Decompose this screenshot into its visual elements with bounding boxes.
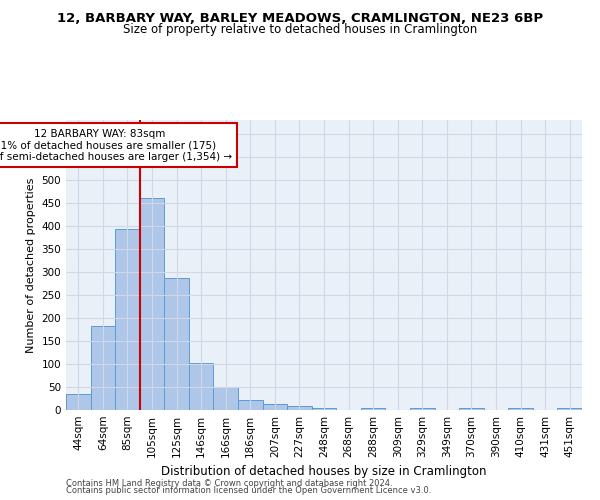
Bar (189, 362, 214, 410)
Bar (459, 408, 484, 410)
Text: 12, BARBARY WAY, BARLEY MEADOWS, CRAMLINGTON, NE23 6BP: 12, BARBARY WAY, BARLEY MEADOWS, CRAMLIN… (57, 12, 543, 26)
Bar (361, 408, 385, 410)
Bar (287, 406, 312, 410)
Y-axis label: Number of detached properties: Number of detached properties (26, 178, 36, 352)
Text: Contains public sector information licensed under the Open Government Licence v3: Contains public sector information licen… (66, 486, 431, 495)
Text: Contains HM Land Registry data © Crown copyright and database right 2024.: Contains HM Land Registry data © Crown c… (66, 478, 392, 488)
Bar (91, 326, 115, 410)
Bar (263, 404, 287, 410)
Bar (140, 198, 164, 410)
Bar (164, 278, 189, 410)
Bar (312, 408, 336, 410)
Text: 12 BARBARY WAY: 83sqm
← 11% of detached houses are smaller (175)
88% of semi-det: 12 BARBARY WAY: 83sqm ← 11% of detached … (0, 128, 232, 162)
Bar (410, 408, 434, 410)
Text: Size of property relative to detached houses in Cramlington: Size of property relative to detached ho… (123, 22, 477, 36)
Bar (214, 388, 238, 410)
X-axis label: Distribution of detached houses by size in Cramlington: Distribution of detached houses by size … (161, 466, 487, 478)
Bar (115, 229, 140, 410)
Bar (66, 394, 91, 410)
Bar (508, 408, 533, 410)
Bar (557, 408, 582, 410)
Bar (238, 400, 263, 410)
